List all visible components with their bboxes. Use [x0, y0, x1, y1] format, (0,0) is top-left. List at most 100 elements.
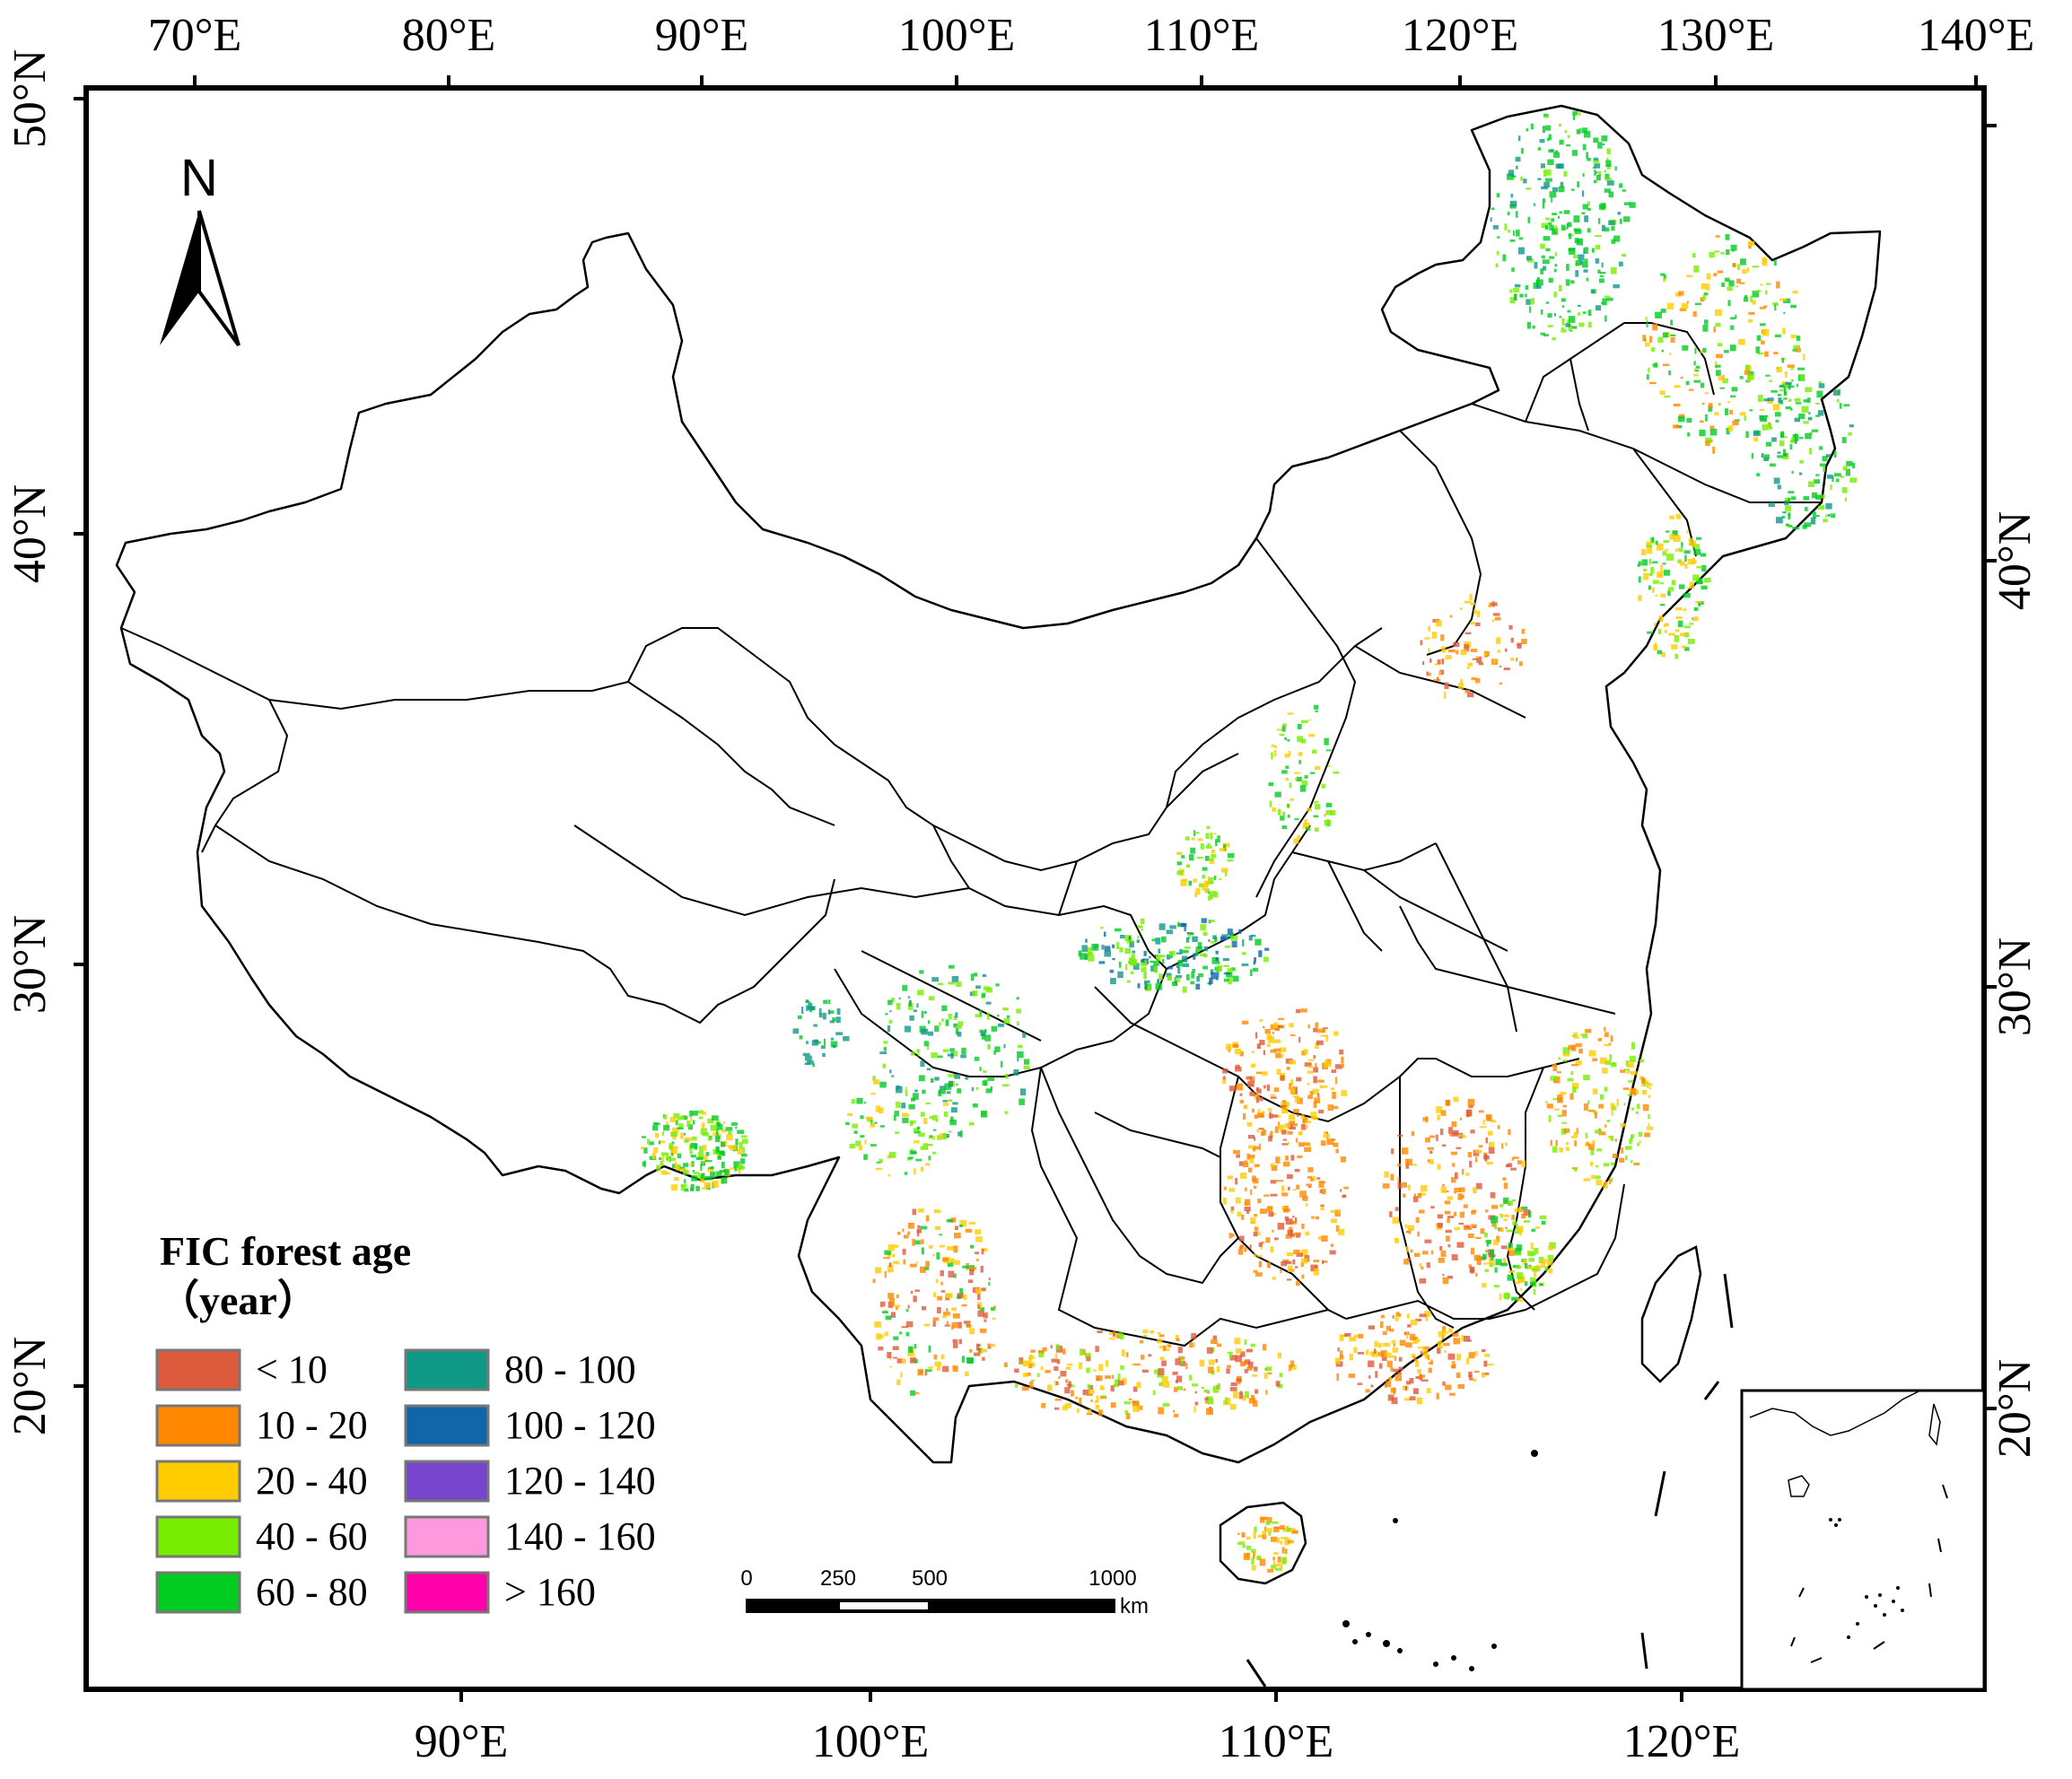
legend-swatch — [155, 1348, 241, 1391]
forest-patch — [723, 1121, 726, 1124]
forest-patch — [652, 1125, 659, 1131]
forest-patch — [1801, 406, 1809, 413]
forest-patch — [1500, 1214, 1503, 1218]
forest-patch — [1387, 1355, 1394, 1358]
forest-patch — [1517, 1160, 1522, 1164]
forest-patch — [931, 1052, 938, 1059]
forest-patch — [1303, 1116, 1308, 1123]
forest-patch — [929, 1116, 934, 1120]
forest-patch — [1765, 374, 1770, 377]
forest-patch — [1736, 278, 1742, 284]
forest-patch — [1119, 1334, 1124, 1339]
forest-patch — [1239, 1361, 1246, 1367]
forest-patch — [1639, 1131, 1643, 1138]
forest-patch — [1262, 1530, 1267, 1535]
forest-patch — [1844, 497, 1847, 501]
forest-patch — [1353, 1334, 1359, 1338]
forest-patch — [1583, 1178, 1591, 1182]
forest-patch — [1599, 271, 1606, 275]
forest-patch — [643, 1160, 646, 1168]
forest-patch — [1509, 297, 1516, 304]
forest-patch — [1251, 1548, 1256, 1554]
forest-patch — [1452, 1332, 1459, 1337]
forest-patch — [687, 1124, 693, 1130]
forest-patch — [896, 1379, 901, 1385]
forest-patch — [1779, 440, 1785, 447]
forest-patch — [1317, 1236, 1322, 1240]
forest-patch — [1174, 1386, 1178, 1392]
forest-patch — [1808, 412, 1811, 414]
forest-patch — [1205, 833, 1210, 840]
forest-patch — [1158, 1368, 1165, 1375]
forest-patch — [1223, 972, 1231, 975]
forest-patch — [1765, 441, 1772, 447]
forest-patch — [1457, 1193, 1463, 1200]
forest-patch — [1848, 432, 1852, 436]
forest-patch — [1181, 923, 1187, 928]
forest-patch — [1815, 514, 1820, 518]
forest-patch — [1424, 1239, 1432, 1243]
forest-patch — [1739, 412, 1746, 416]
forest-patch — [1769, 379, 1772, 382]
forest-patch — [961, 1304, 967, 1307]
forest-patch — [910, 1051, 915, 1056]
forest-patch — [1573, 1131, 1578, 1137]
forest-patch — [1533, 282, 1539, 289]
forest-patch — [1720, 251, 1725, 255]
forest-patch — [1831, 513, 1836, 519]
forest-patch — [1484, 652, 1489, 656]
forest-patch — [822, 1052, 826, 1058]
forest-patch — [1804, 507, 1808, 511]
forest-patch — [997, 1014, 1000, 1017]
forest-patch — [1021, 1386, 1029, 1391]
forest-patch — [1443, 1350, 1447, 1353]
forest-patch — [1768, 501, 1775, 508]
forest-patch — [1394, 1374, 1402, 1382]
forest-patch — [1409, 1378, 1414, 1384]
forest-patch — [1799, 437, 1804, 440]
forest-patch — [1438, 1340, 1443, 1348]
forest-patch — [1563, 210, 1570, 214]
forest-patch — [1272, 1114, 1278, 1118]
forest-patch — [1467, 1152, 1473, 1158]
forest-patch — [1715, 235, 1720, 238]
forest-patch — [940, 1270, 944, 1277]
forest-patch — [827, 999, 831, 1005]
forest-patch — [1307, 1070, 1314, 1074]
forest-patch — [1273, 1039, 1281, 1043]
forest-patch — [1226, 1368, 1230, 1374]
forest-patch — [1339, 1334, 1344, 1341]
forest-patch — [656, 1164, 660, 1172]
forest-patch — [1081, 945, 1088, 953]
forest-patch — [690, 1155, 696, 1158]
forest-patch — [1567, 319, 1569, 325]
forest-patch — [1543, 170, 1546, 178]
forest-patch — [1613, 283, 1620, 289]
forest-patch — [1430, 1250, 1433, 1255]
forest-patch — [1279, 733, 1285, 737]
forest-patch — [1082, 1349, 1086, 1356]
forest-patch — [1399, 1339, 1406, 1347]
forest-patch — [1389, 1211, 1393, 1217]
forest-patch — [1452, 1163, 1456, 1167]
right-ticks — [1984, 124, 1997, 1410]
forest-patch — [975, 1251, 980, 1254]
forest-patch — [1144, 980, 1150, 984]
forest-patch — [975, 1229, 981, 1234]
forest-patch — [1513, 1230, 1521, 1234]
forest-patch — [1521, 639, 1527, 644]
forest-patch — [1281, 1101, 1289, 1107]
forest-patch — [1578, 312, 1580, 316]
forest-patch — [1544, 125, 1552, 131]
forest-patch — [1181, 855, 1185, 859]
forest-patch — [1807, 397, 1811, 403]
forest-patch — [902, 1228, 905, 1233]
forest-patch — [1273, 1552, 1279, 1555]
forest-patch — [896, 1306, 898, 1311]
forest-patch — [1344, 1333, 1351, 1337]
forest-patch — [925, 1260, 930, 1268]
forest-patch — [1809, 448, 1812, 455]
forest-patch — [1757, 352, 1764, 355]
forest-patch — [1548, 1115, 1552, 1122]
forest-patch — [1503, 1214, 1510, 1217]
